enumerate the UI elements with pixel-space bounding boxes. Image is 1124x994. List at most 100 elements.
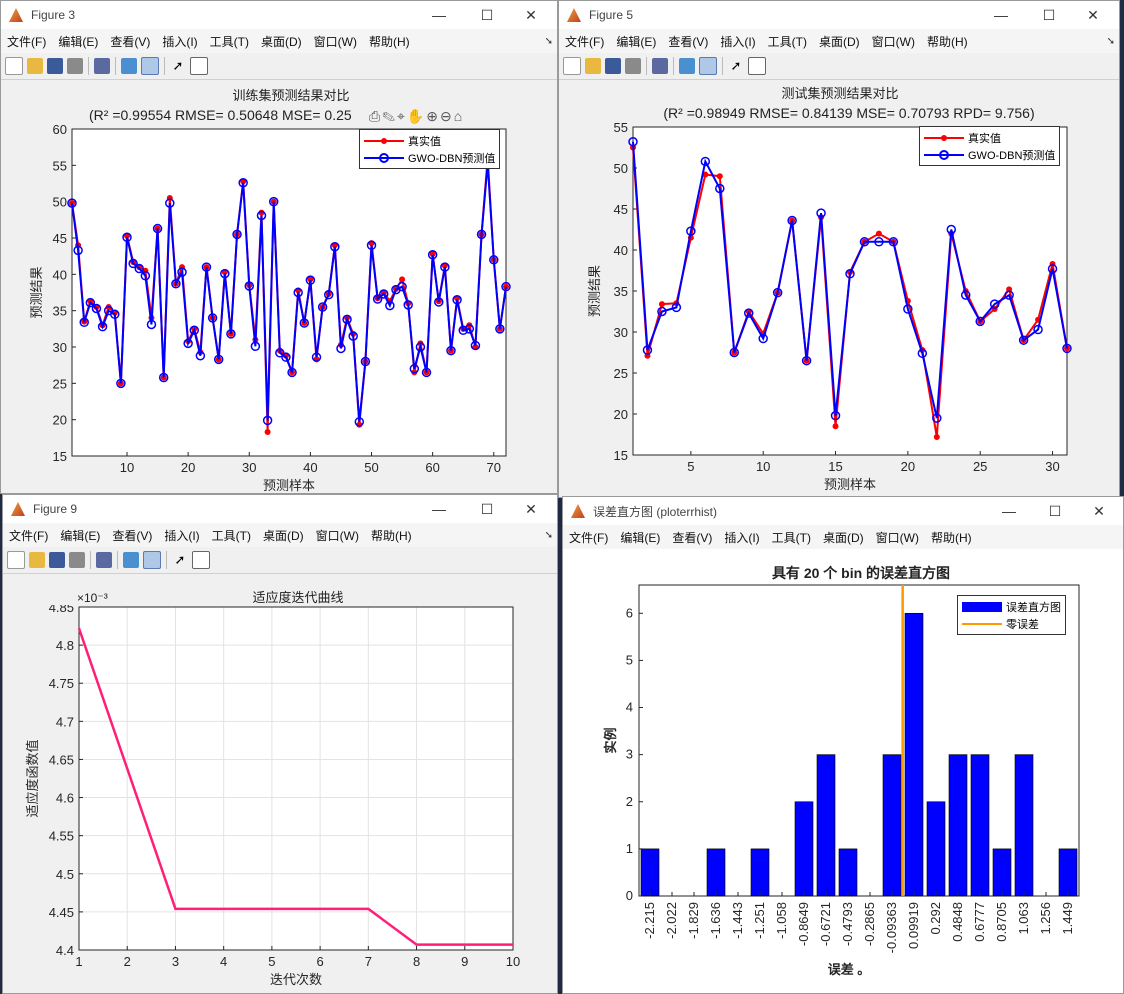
colorbar-icon[interactable]	[121, 58, 137, 74]
figure9-titlebar[interactable]: Figure 9 — ☐ ✕	[3, 495, 557, 523]
new-icon[interactable]	[563, 57, 581, 75]
menu-window[interactable]: 窗口(W)	[313, 34, 357, 49]
close-button[interactable]: ✕	[1093, 502, 1105, 519]
pan-icon[interactable]: ✋	[406, 108, 427, 124]
menu-insert[interactable]: 插入(I)	[162, 34, 198, 49]
home-icon[interactable]: ⌂	[453, 108, 465, 124]
property-editor-icon[interactable]	[192, 551, 210, 569]
close-button[interactable]: ✕	[525, 500, 537, 517]
menu-insert[interactable]: 插入(I)	[164, 528, 200, 543]
legend-icon[interactable]	[143, 551, 161, 569]
close-button[interactable]: ✕	[525, 6, 537, 23]
minimize-button[interactable]: —	[432, 7, 446, 23]
menu-tools[interactable]: 工具(T)	[771, 530, 811, 545]
menu-edit[interactable]: 编辑(E)	[60, 528, 101, 543]
print-icon[interactable]	[67, 58, 83, 74]
save-icon[interactable]	[47, 58, 63, 74]
data-point-pred	[360, 356, 371, 367]
menu-overflow-icon[interactable]: ➘	[544, 529, 553, 541]
histogram-chart[interactable]: 0 1 2 3 4 5 6 -2.215 -2.022 -1.829 -1.636 -1.443 -1.…	[563, 577, 1123, 994]
minimize-button[interactable]: —	[994, 7, 1008, 23]
menu-window[interactable]: 窗口(W)	[875, 530, 919, 545]
new-icon[interactable]	[7, 551, 25, 569]
export-icon[interactable]: ⎙	[369, 108, 383, 124]
maximize-button[interactable]: ☐	[1042, 6, 1056, 23]
test-chart[interactable]: 5 10 15 20 25 30 15 20 25 30 35 40 45 50 55 预测样本 预测结果	[559, 119, 1119, 497]
data-point-true	[441, 262, 448, 269]
maximize-button[interactable]: ☐	[480, 6, 494, 23]
legend-icon[interactable]	[699, 57, 717, 75]
legend-icon[interactable]	[141, 57, 159, 75]
zoom-out-icon[interactable]: ⊖	[440, 108, 454, 124]
open-icon[interactable]	[29, 552, 45, 568]
menu-desktop[interactable]: 桌面(D)	[260, 34, 302, 49]
menu-help[interactable]: 帮助(H)	[930, 530, 972, 545]
data-point-pred	[323, 289, 334, 300]
menu-tools[interactable]: 工具(T)	[767, 34, 807, 49]
menu-edit[interactable]: 编辑(E)	[620, 530, 661, 545]
minimize-button[interactable]: —	[432, 501, 446, 517]
menu-help[interactable]: 帮助(H)	[370, 528, 412, 543]
menu-file[interactable]: 文件(F)	[9, 528, 49, 543]
x-tick-label: 70	[487, 460, 501, 475]
data-point-pred	[305, 275, 316, 285]
open-icon[interactable]	[27, 58, 43, 74]
menu-edit[interactable]: 编辑(E)	[616, 34, 657, 49]
datatip-icon[interactable]: ⌖	[396, 108, 407, 124]
menu-view[interactable]: 查看(V)	[112, 528, 153, 543]
data-point-pred	[427, 249, 438, 260]
pointer-icon[interactable]: ➚	[172, 58, 184, 73]
property-editor-icon[interactable]	[748, 57, 766, 75]
maximize-button[interactable]: ☐	[480, 500, 494, 517]
menu-file[interactable]: 文件(F)	[569, 530, 609, 545]
minimize-button[interactable]: —	[1002, 503, 1016, 519]
menu-file[interactable]: 文件(F)	[565, 34, 605, 49]
menu-view[interactable]: 查看(V)	[668, 34, 709, 49]
chart-legend[interactable]: 真实值 GWO-DBN预测值	[919, 126, 1061, 166]
zoom-in-icon[interactable]: ⊕	[426, 108, 441, 124]
chart-legend[interactable]: 真实值 GWO-DBN预测值	[359, 129, 501, 169]
close-button[interactable]: ✕	[1087, 6, 1099, 23]
menu-overflow-icon[interactable]: ➘	[1106, 35, 1115, 47]
new-icon[interactable]	[5, 57, 23, 75]
menu-insert[interactable]: 插入(I)	[724, 530, 760, 545]
menu-window[interactable]: 窗口(W)	[871, 34, 915, 49]
colorbar-icon[interactable]	[679, 58, 695, 74]
menu-desktop[interactable]: 桌面(D)	[262, 528, 304, 543]
save-icon[interactable]	[605, 58, 621, 74]
histogram-titlebar[interactable]: 误差直方图 (ploterrhist) — ☐ ✕	[563, 497, 1123, 525]
link-figure-icon[interactable]	[652, 58, 668, 74]
pointer-icon[interactable]: ➚	[174, 552, 186, 567]
pointer-icon[interactable]: ➚	[730, 58, 742, 73]
menu-desktop[interactable]: 桌面(D)	[822, 530, 864, 545]
link-figure-icon[interactable]	[96, 552, 112, 568]
menu-file[interactable]: 文件(F)	[7, 34, 47, 49]
menu-view[interactable]: 查看(V)	[672, 530, 713, 545]
menu-overflow-icon[interactable]: ➘	[544, 35, 553, 47]
menu-desktop[interactable]: 桌面(D)	[818, 34, 860, 49]
print-icon[interactable]	[69, 552, 85, 568]
figure3-titlebar[interactable]: Figure 3 — ☐ ✕	[1, 1, 557, 29]
open-icon[interactable]	[585, 58, 601, 74]
fitness-chart[interactable]: 1 2 3 4 5 6 7 8 9 10 4.4 4.45 4.5 4.55 4.6 4.65 4.7 4.75 4…	[3, 605, 557, 993]
menu-insert[interactable]: 插入(I)	[720, 34, 756, 49]
link-figure-icon[interactable]	[94, 58, 110, 74]
menu-view[interactable]: 查看(V)	[110, 34, 151, 49]
menu-tools[interactable]: 工具(T)	[211, 528, 251, 543]
maximize-button[interactable]: ☐	[1048, 502, 1062, 519]
menu-window[interactable]: 窗口(W)	[315, 528, 359, 543]
menu-help[interactable]: 帮助(H)	[368, 34, 410, 49]
save-icon[interactable]	[49, 552, 65, 568]
figure5-titlebar[interactable]: Figure 5 — ☐ ✕	[559, 1, 1119, 29]
data-point-pred	[122, 232, 132, 243]
brush-icon[interactable]: ✎	[382, 108, 397, 124]
chart-legend[interactable]: 误差直方图 零误差	[957, 595, 1066, 635]
menu-help[interactable]: 帮助(H)	[926, 34, 968, 49]
train-chart[interactable]: 10 20 30 40 50 60 70 15 20 25 30 35 40 45 50 55 60 预测样本 预测…	[1, 121, 557, 494]
colorbar-icon[interactable]	[123, 552, 139, 568]
menu-tools[interactable]: 工具(T)	[209, 34, 249, 49]
y-tick-label: 35	[614, 284, 628, 299]
menu-edit[interactable]: 编辑(E)	[58, 34, 99, 49]
print-icon[interactable]	[625, 58, 641, 74]
property-editor-icon[interactable]	[190, 57, 208, 75]
